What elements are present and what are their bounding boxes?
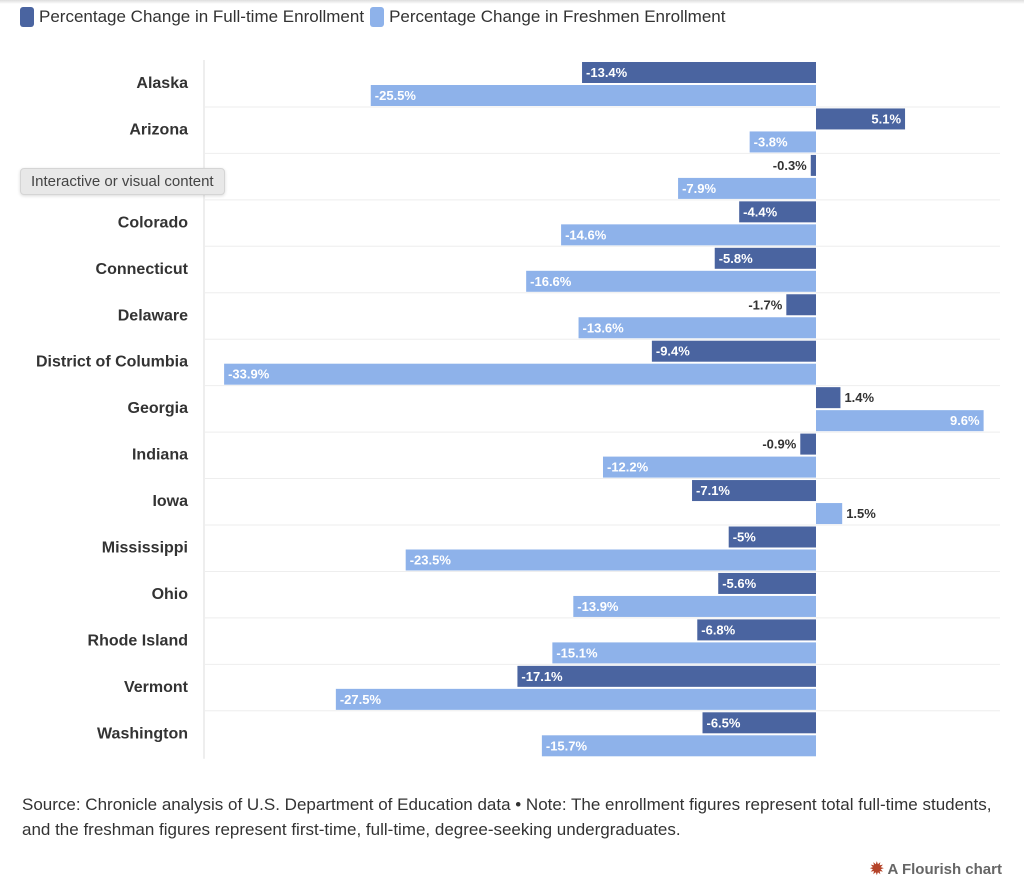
data-label: -6.8% <box>701 622 735 637</box>
bar <box>552 642 816 664</box>
bar <box>702 712 816 734</box>
flourish-logo-icon: ✹ <box>870 861 884 878</box>
bar <box>800 433 816 455</box>
source-note: Source: Chronicle analysis of U.S. Depar… <box>22 795 992 839</box>
data-label: -13.6% <box>583 320 625 335</box>
category-label: Iowa <box>152 493 188 510</box>
data-label: -27.5% <box>340 692 382 707</box>
bar <box>370 85 816 106</box>
category-label: Connecticut <box>96 261 189 278</box>
data-label: -1.7% <box>748 297 782 312</box>
category-label: Arizona <box>129 121 188 138</box>
category-label: Ohio <box>152 586 189 603</box>
data-label: -5% <box>733 530 757 545</box>
bar <box>718 572 816 594</box>
data-label: 9.6% <box>950 413 980 428</box>
bar <box>335 688 816 710</box>
bar <box>786 294 816 316</box>
category-label: Vermont <box>124 679 189 696</box>
bar <box>810 154 816 176</box>
bar-chart: Alaska -13.4% -25.5% Arizona 5.1% -3.8% -0.3% -… <box>36 60 1000 759</box>
data-label: -13.9% <box>577 599 619 614</box>
bar <box>697 619 816 641</box>
data-label: -23.5% <box>410 553 452 568</box>
bar <box>728 526 816 548</box>
data-label: -5.8% <box>719 251 753 266</box>
bar <box>517 665 816 687</box>
legend-item-freshmen[interactable]: Percentage Change in Freshmen Enrollment <box>370 7 725 27</box>
category-label: Indiana <box>132 447 188 464</box>
data-label: -16.6% <box>530 274 572 289</box>
bar <box>678 177 816 199</box>
bar <box>749 131 816 153</box>
bar <box>561 224 816 246</box>
data-label: 1.4% <box>844 390 874 405</box>
bar <box>651 340 816 362</box>
data-label: 1.5% <box>846 506 876 521</box>
data-label: -5.6% <box>722 576 756 591</box>
data-label: -25.5% <box>375 88 417 103</box>
bar <box>816 108 906 130</box>
data-label: -3.8% <box>754 134 788 149</box>
bar <box>692 480 816 502</box>
bar <box>541 735 816 757</box>
data-label: -14.6% <box>565 227 607 242</box>
data-label: -9.4% <box>656 344 690 359</box>
bar <box>739 201 816 223</box>
data-label: -15.1% <box>556 645 598 660</box>
bar <box>578 317 816 339</box>
data-label: -7.9% <box>682 181 716 196</box>
data-label: -0.9% <box>762 437 796 452</box>
bar <box>405 549 816 571</box>
top-edge <box>0 0 1024 4</box>
bar <box>714 247 816 269</box>
bar <box>224 363 816 385</box>
data-label: 5.1% <box>871 111 901 126</box>
data-label: -17.1% <box>521 669 563 684</box>
data-label: -7.1% <box>696 483 730 498</box>
legend-label: Percentage Change in Full-time Enrollmen… <box>39 7 365 26</box>
bar <box>573 595 816 617</box>
data-label: -15.7% <box>546 738 588 753</box>
data-label: -33.9% <box>228 367 270 382</box>
bar <box>816 503 843 525</box>
bar <box>582 62 816 83</box>
data-label: -12.2% <box>607 460 649 475</box>
data-label: -4.4% <box>743 204 777 219</box>
category-label: Washington <box>97 725 188 742</box>
tooltip: Interactive or visual content <box>20 168 225 195</box>
bar <box>526 270 816 292</box>
flourish-credit[interactable]: ✹ A Flourish chart <box>870 859 1002 879</box>
legend: Percentage Change in Full-time Enrollmen… <box>20 7 731 27</box>
legend-swatch <box>20 7 34 27</box>
bar <box>816 410 984 432</box>
data-label: -6.5% <box>707 715 741 730</box>
category-label: District of Columbia <box>36 354 188 371</box>
category-label: Delaware <box>118 307 188 324</box>
category-label: Colorado <box>118 214 188 231</box>
category-label: Alaska <box>136 75 188 92</box>
credit-label: A Flourish chart <box>887 860 1002 878</box>
legend-label: Percentage Change in Freshmen Enrollment <box>389 7 726 26</box>
category-label: Georgia <box>128 400 189 417</box>
bar <box>602 456 816 478</box>
category-label: Rhode Island <box>88 632 188 649</box>
category-label: Mississippi <box>102 540 188 557</box>
data-label: -13.4% <box>586 65 628 80</box>
legend-item-full-time[interactable]: Percentage Change in Full-time Enrollmen… <box>20 7 364 27</box>
legend-swatch <box>370 7 385 27</box>
bar <box>816 387 841 409</box>
data-label: -0.3% <box>773 158 807 173</box>
